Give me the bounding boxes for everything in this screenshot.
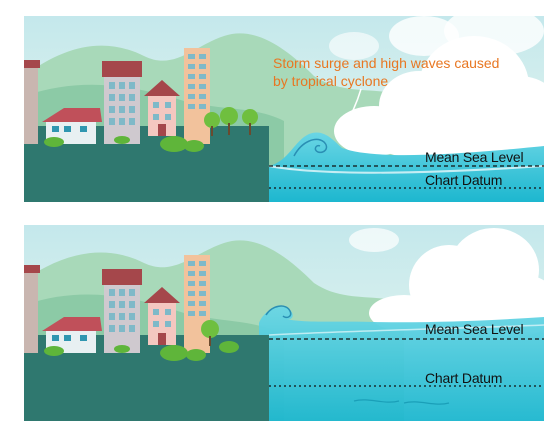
raised-sea — [269, 132, 544, 202]
trees — [44, 107, 258, 152]
storm-surge-scene — [24, 16, 544, 202]
water-ripples — [353, 399, 450, 405]
tall-building-left — [24, 265, 40, 353]
tall-building-left — [24, 60, 40, 144]
annotation-line-1: Storm surge and high waves caused — [273, 55, 500, 71]
storm-surge-panel: Storm surge and high waves caused by tro… — [24, 16, 544, 202]
wave-swirl — [265, 305, 292, 319]
annotation-arrowhead — [340, 122, 347, 132]
tall-tower — [184, 48, 210, 144]
chart-datum-label: Chart Datum — [425, 172, 503, 188]
wave-highlight — [268, 165, 544, 174]
trees — [44, 320, 239, 361]
tall-tower — [184, 255, 210, 353]
apartment-block — [102, 269, 142, 353]
surge-sea — [259, 306, 544, 421]
wave-swirl — [293, 138, 328, 157]
chart-datum-label: Chart Datum — [425, 370, 503, 386]
pink-house — [144, 287, 180, 345]
mean-sea-level-label: Mean Sea Level — [425, 149, 524, 165]
pink-house — [144, 80, 180, 136]
storm-clouds — [329, 16, 544, 161]
wave-highlight — [268, 324, 544, 336]
normal-scene — [24, 225, 544, 421]
apartment-block — [102, 61, 142, 144]
storm-surge-annotation: Storm surge and high waves caused by tro… — [273, 54, 499, 90]
normal-conditions-panel: Mean Sea Level Chart Datum — [24, 225, 544, 421]
mean-sea-level-label: Mean Sea Level — [425, 321, 524, 337]
annotation-line-2: by tropical cyclone — [273, 73, 389, 89]
